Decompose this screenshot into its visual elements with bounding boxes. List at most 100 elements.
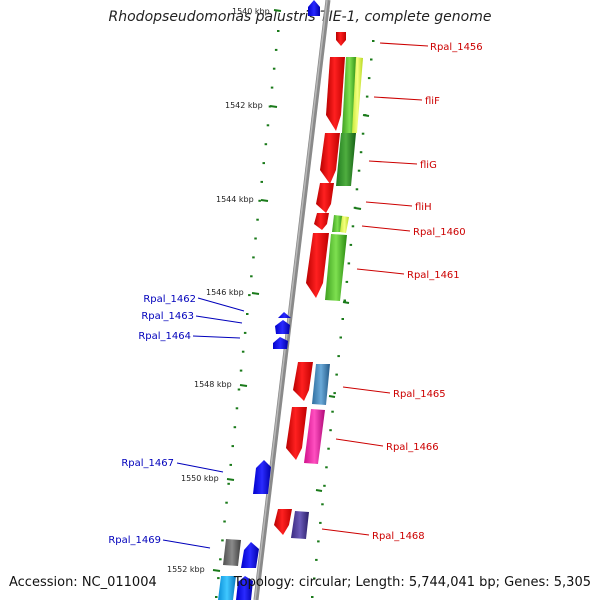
minor-tick-dot bbox=[327, 447, 330, 450]
minor-tick-dot bbox=[277, 30, 280, 32]
minor-tick-dot bbox=[243, 331, 247, 334]
minor-tick-dot bbox=[343, 299, 346, 302]
minor-tick-dot bbox=[345, 280, 349, 283]
gene-arrow-rpal-1460-cog[interactable] bbox=[332, 215, 343, 232]
gene-arrow-bottom-cyan[interactable] bbox=[218, 576, 236, 600]
gene-arrow-rpal-1468[interactable] bbox=[274, 509, 292, 535]
minor-tick-dot bbox=[370, 58, 373, 61]
gene-arrow-fliG-cog[interactable] bbox=[336, 133, 356, 186]
minor-tick-dot bbox=[233, 426, 237, 429]
gene-label-right[interactable]: Rpal_1460 bbox=[413, 227, 466, 238]
gene-arrow-rpal-1466-cog[interactable] bbox=[304, 409, 325, 464]
minor-tick-dot bbox=[361, 132, 365, 135]
topology-text: Topology: circular; Length: 5,744,041 bp… bbox=[233, 575, 591, 590]
gene-arrow-rpal-1462[interactable] bbox=[278, 312, 291, 318]
genome-title: Rhodopseudomonas palustris TIE-1, comple… bbox=[108, 9, 492, 25]
gene-labels-right: Rpal_1456 fliF fliG fliH Rpal_1460 Rpal_… bbox=[372, 42, 483, 542]
minor-tick-dot bbox=[231, 445, 234, 448]
gene-label-right[interactable]: Rpal_1465 bbox=[393, 389, 446, 400]
minor-tick-dot bbox=[215, 596, 218, 598]
label-leaders-left bbox=[162, 297, 245, 549]
kbp-tick-dash-right bbox=[328, 395, 336, 398]
minor-tick-dot bbox=[264, 143, 268, 146]
gene-arrow-rpal-1468-cog[interactable] bbox=[291, 511, 309, 539]
minor-tick-dot bbox=[313, 577, 316, 580]
kbp-tick-dash bbox=[226, 478, 235, 481]
kbp-label: 1542 kbp bbox=[225, 101, 263, 110]
genome-backbone bbox=[253, 0, 331, 600]
gene-arrow-rpal-1465-cog[interactable] bbox=[312, 364, 330, 405]
minor-tick-dot bbox=[241, 350, 245, 353]
label-leaders-right bbox=[321, 42, 429, 536]
kbp-label: 1552 kbp bbox=[167, 565, 205, 574]
gene-label-right[interactable]: Rpal_1466 bbox=[386, 442, 439, 453]
accession-text: Accession: NC_011004 bbox=[9, 575, 157, 590]
minor-tick-dot bbox=[227, 482, 230, 485]
gene-arrow-fliF-cog-lime[interactable] bbox=[352, 57, 363, 133]
minor-tick-dot bbox=[221, 539, 224, 542]
minor-tick-dot bbox=[349, 243, 353, 246]
minor-tick-dot bbox=[217, 577, 220, 580]
kbp-label: 1546 kbp bbox=[206, 288, 244, 297]
gene-arrow-bottom-blue[interactable] bbox=[236, 576, 253, 600]
gene-labels-left: Rpal_1462 Rpal_1463 Rpal_1464 Rpal_1467 … bbox=[108, 294, 196, 546]
kbp-tick-dash bbox=[251, 292, 260, 295]
minor-tick-dot bbox=[239, 369, 243, 372]
gene-arrow-rpal-1460[interactable] bbox=[314, 213, 329, 230]
gene-label-right[interactable]: fliG bbox=[420, 160, 437, 171]
minor-tick-dot bbox=[219, 558, 222, 561]
genome-backbone-highlight bbox=[254, 0, 328, 600]
gene-arrow-rpal-1467[interactable] bbox=[253, 460, 271, 494]
minor-tick-dot bbox=[311, 596, 314, 598]
gene-arrow-rpal-1465[interactable] bbox=[293, 362, 313, 401]
gene-label-right[interactable]: fliH bbox=[415, 202, 432, 213]
gene-arrow-rpal-1464[interactable] bbox=[273, 337, 288, 349]
minor-tick-dot bbox=[229, 463, 232, 466]
kbp-tick-dash-right bbox=[342, 301, 350, 304]
gene-label-left[interactable]: Rpal_1464 bbox=[138, 331, 191, 342]
gene-arrow-top-partial[interactable] bbox=[336, 32, 346, 46]
kbp-label: 1550 kbp bbox=[181, 474, 219, 483]
minor-tick-dot bbox=[272, 67, 276, 70]
gene-label-left[interactable]: Rpal_1462 bbox=[143, 294, 196, 305]
gene-arrow-fliG[interactable] bbox=[320, 133, 340, 184]
minor-tick-dot bbox=[254, 237, 257, 240]
minor-tick-dot bbox=[363, 114, 367, 117]
minor-tick-dot bbox=[225, 501, 228, 504]
minor-tick-dot bbox=[339, 336, 342, 339]
gene-arrow-rpal-1461-cog[interactable] bbox=[325, 234, 347, 301]
gene-label-right[interactable]: fliF bbox=[425, 96, 440, 107]
minor-tick-dot bbox=[248, 294, 251, 297]
minor-tick-dots bbox=[215, 30, 375, 598]
gene-label-right[interactable]: Rpal_1461 bbox=[407, 270, 460, 281]
minor-tick-dot bbox=[315, 558, 318, 561]
gene-arrow-rpal-1469[interactable] bbox=[241, 542, 259, 568]
minor-tick-dot bbox=[260, 180, 263, 183]
gene-arrow-rpal-1461[interactable] bbox=[306, 233, 329, 298]
minor-tick-dot bbox=[347, 262, 351, 265]
minor-tick-dot bbox=[262, 162, 265, 165]
gene-label-left[interactable]: Rpal_1467 bbox=[121, 458, 174, 469]
minor-tick-dot bbox=[357, 169, 361, 172]
gene-label-right[interactable]: Rpal_1468 bbox=[372, 531, 425, 542]
gene-label-left[interactable]: Rpal_1469 bbox=[108, 535, 161, 546]
minor-tick-dot bbox=[317, 540, 320, 543]
minor-tick-dot bbox=[337, 355, 340, 358]
kbp-tick-dash-right bbox=[315, 489, 323, 492]
kbp-tick-dash bbox=[260, 199, 269, 202]
gene-arrow-fliH[interactable] bbox=[316, 183, 334, 213]
minor-tick-dot bbox=[274, 48, 278, 51]
gene-arrow-top-blue[interactable] bbox=[308, 0, 320, 16]
gene-arrow-rpal-1458[interactable] bbox=[326, 57, 345, 131]
gene-label-right[interactable]: Rpal_1456 bbox=[430, 42, 483, 53]
minor-tick-dot bbox=[353, 206, 357, 209]
gene-arrow-rpal-1469-cog[interactable] bbox=[223, 539, 241, 566]
minor-tick-dot bbox=[325, 466, 328, 469]
minor-tick-dot bbox=[335, 373, 338, 376]
gene-arrow-rpal-1466[interactable] bbox=[286, 407, 307, 460]
gene-arrow-rpal-1463[interactable] bbox=[275, 320, 290, 334]
gene-label-left[interactable]: Rpal_1463 bbox=[141, 311, 194, 322]
gene-arrow-rpal-1460-cog-lime[interactable] bbox=[340, 216, 349, 233]
